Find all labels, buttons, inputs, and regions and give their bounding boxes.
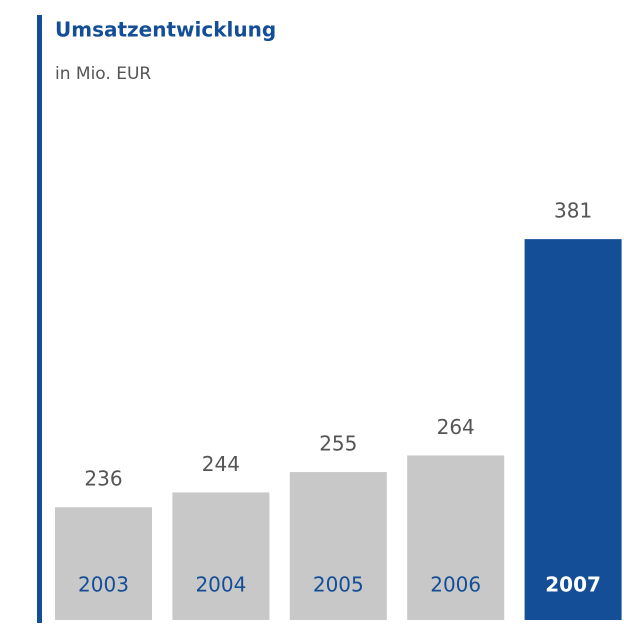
chart-title: Umsatzentwicklung	[55, 18, 276, 42]
x-tick-label: 2005	[313, 573, 364, 597]
bar	[172, 492, 270, 620]
x-tick-label: 2004	[195, 573, 246, 597]
x-tick-label: 2006	[430, 573, 481, 597]
value-label: 255	[319, 432, 357, 456]
x-tick-label: 2003	[78, 573, 129, 597]
value-label: 264	[437, 415, 475, 439]
bar	[55, 507, 152, 620]
value-label: 244	[202, 452, 240, 476]
bar	[407, 455, 505, 620]
value-label: 236	[84, 467, 122, 491]
x-tick-label: 2007	[545, 573, 601, 597]
accent-bar	[37, 15, 42, 623]
bar	[524, 239, 622, 620]
chart-subtitle: in Mio. EUR	[55, 64, 151, 84]
value-label: 381	[554, 199, 592, 223]
bar	[289, 472, 387, 620]
